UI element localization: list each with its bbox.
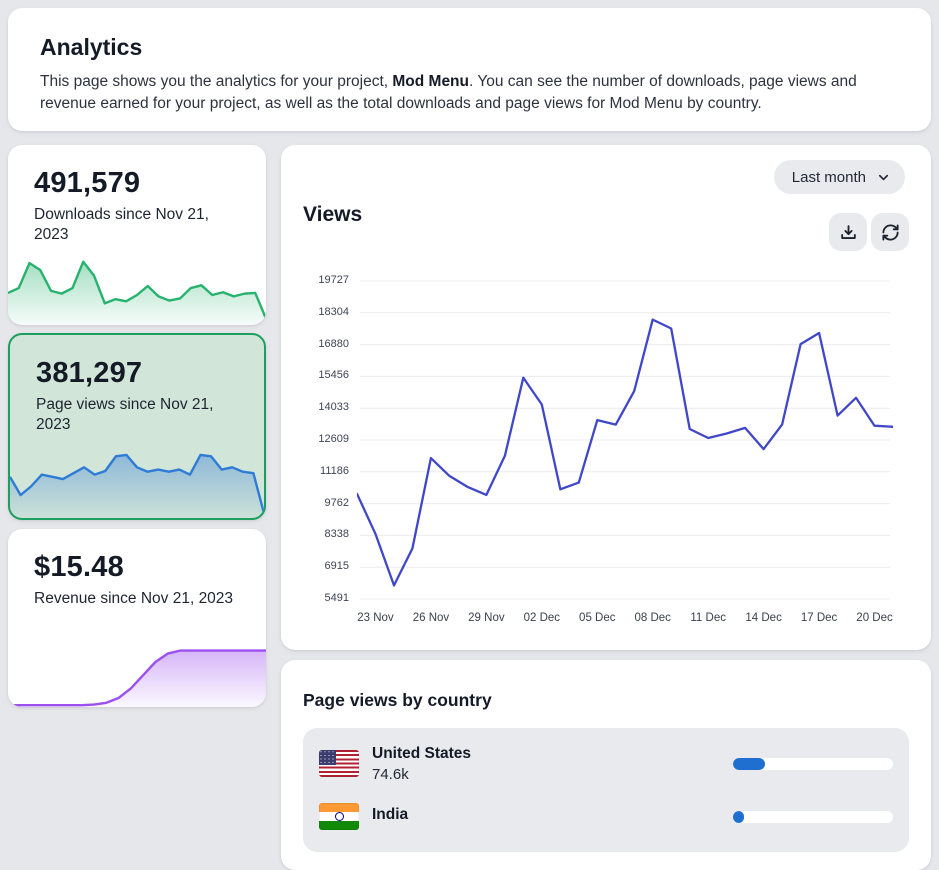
india-flag-icon xyxy=(319,803,359,830)
revenue-stat-card[interactable]: $15.48 Revenue since Nov 21, 2023 xyxy=(8,529,266,707)
x-axis-tick: 23 Nov xyxy=(357,612,394,624)
page-views-stat-card-selected[interactable]: 381,297 Page views since Nov 21, 2023 xyxy=(8,333,266,520)
country-progress-track xyxy=(733,757,893,770)
downloads-stat-card[interactable]: 491,579 Downloads since Nov 21, 2023 xyxy=(8,145,266,325)
download-icon xyxy=(840,224,856,239)
x-axis-tick: 17 Dec xyxy=(800,612,838,624)
country-row-united-states: United States 74.6k xyxy=(303,737,909,790)
project-name: Mod Menu xyxy=(392,73,469,90)
chevron-down-icon xyxy=(878,174,889,180)
refresh-icon xyxy=(881,223,899,241)
x-axis-tick: 29 Nov xyxy=(468,612,505,624)
x-axis-tick: 20 Dec xyxy=(856,612,893,624)
y-axis-tick: 14033 xyxy=(318,401,349,414)
country-row-india: India xyxy=(303,790,909,843)
country-progress-track xyxy=(733,810,893,823)
page-title: Analytics xyxy=(40,34,143,60)
y-axis-tick: 15456 xyxy=(318,369,349,382)
downloads-sparkline xyxy=(8,252,266,325)
y-axis-tick: 12609 xyxy=(318,433,349,445)
y-axis-tick: 11186 xyxy=(320,464,349,477)
page-description: This page shows you the analytics for yo… xyxy=(40,73,857,112)
revenue-sparkline xyxy=(8,644,266,707)
date-range-label: Last month xyxy=(791,168,866,186)
refresh-chart-button[interactable] xyxy=(871,213,909,251)
country-name: India xyxy=(372,806,409,823)
country-progress-fill xyxy=(733,810,745,823)
y-axis-tick: 18304 xyxy=(318,305,349,318)
y-axis-tick: 6915 xyxy=(324,560,349,573)
x-axis-tick: 02 Dec xyxy=(523,612,561,624)
page-views-count: 381,297 xyxy=(36,357,143,389)
export-chart-button[interactable] xyxy=(829,213,867,251)
revenue-amount: $15.48 xyxy=(34,551,124,583)
country-panel-title: Page views by country xyxy=(303,690,492,710)
y-axis-tick: 19727 xyxy=(318,274,349,286)
views-chart-panel: Last month Views 5491 6915 8338 9762 11186 12… xyxy=(281,145,931,650)
country-name: United States xyxy=(372,744,472,762)
page-views-sparkline xyxy=(10,441,264,518)
date-range-dropdown[interactable]: Last month xyxy=(773,160,905,194)
analytics-header-card: Analytics This page shows you the analyt… xyxy=(8,8,931,131)
country-progress-fill xyxy=(733,757,765,770)
country-list: United States 74.6k India xyxy=(303,728,909,852)
country-page-views: 74.6k xyxy=(372,765,409,783)
y-axis-tick: 16880 xyxy=(318,337,349,350)
revenue-label: Revenue since Nov 21, 2023 xyxy=(34,590,234,607)
x-axis-tick: 11 Dec xyxy=(690,612,726,624)
x-axis-tick: 05 Dec xyxy=(579,612,616,624)
page-views-label: Page views since Nov 21, 2023 xyxy=(36,396,214,434)
views-line-chart xyxy=(357,280,893,600)
y-axis-tick: 9762 xyxy=(324,496,349,509)
us-flag-icon xyxy=(319,750,359,777)
page-views-by-country-panel: Page views by country United States 74.6… xyxy=(281,660,931,870)
x-axis-tick: 14 Dec xyxy=(745,612,782,624)
y-axis-tick: 8338 xyxy=(324,528,349,541)
y-axis-tick: 5491 xyxy=(324,592,349,604)
downloads-label: Downloads since Nov 21, 2023 xyxy=(34,206,209,244)
x-axis-tick: 26 Nov xyxy=(412,612,450,624)
downloads-count: 491,579 xyxy=(34,167,141,199)
x-axis-tick: 08 Dec xyxy=(634,612,671,624)
views-chart-title: Views xyxy=(303,203,363,226)
